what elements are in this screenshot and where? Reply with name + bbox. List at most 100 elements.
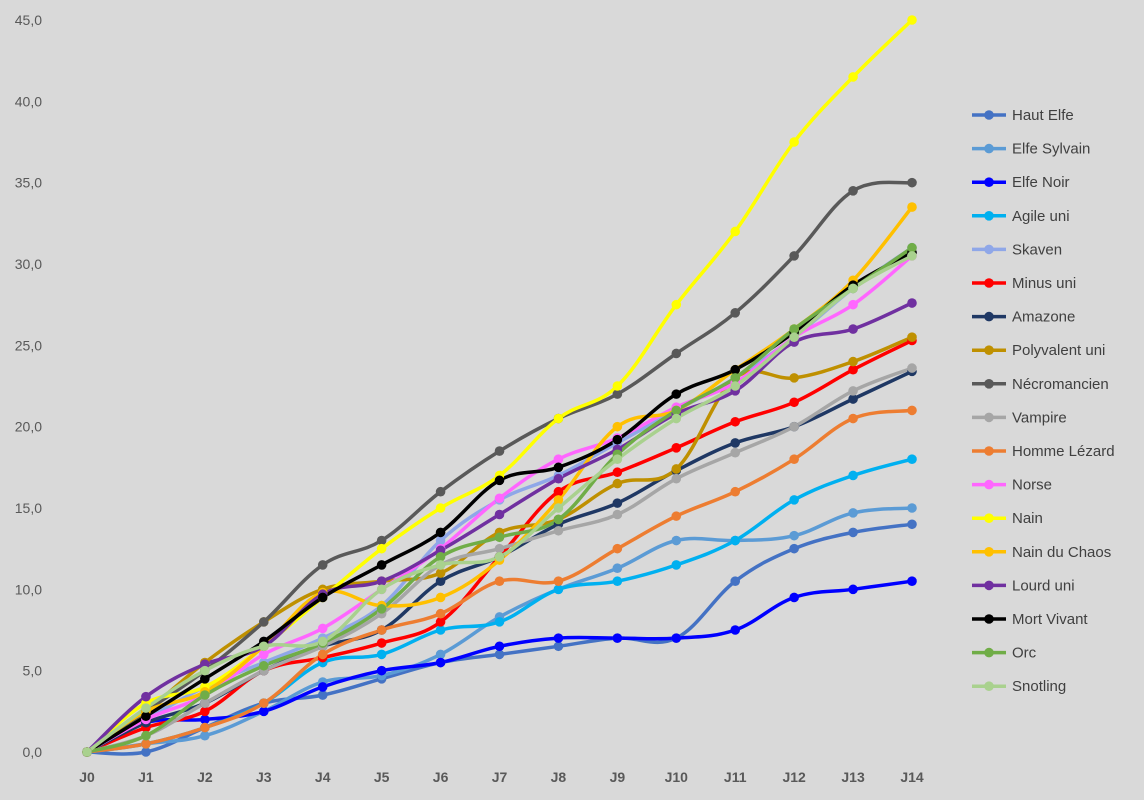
legend-label: Elfe Noir (1012, 174, 1070, 191)
legend-marker (984, 614, 994, 624)
series-points (82, 15, 917, 757)
data-point (435, 568, 446, 578)
data-point (671, 473, 682, 484)
y-tick-label: 15,0 (15, 500, 42, 516)
data-point (200, 730, 210, 741)
data-point (907, 202, 917, 212)
data-point (553, 462, 564, 473)
data-point (435, 503, 446, 513)
data-point (848, 299, 858, 310)
legend-label: Vampire (1012, 409, 1067, 426)
data-point (553, 633, 564, 643)
data-point (671, 443, 682, 453)
x-tick-label: J2 (197, 769, 213, 785)
legend-item: Homme Lézard (972, 443, 1115, 460)
data-point (200, 690, 210, 700)
data-point (730, 486, 741, 497)
data-point (200, 722, 210, 733)
series-line-nain (85, 18, 914, 754)
data-point (848, 394, 858, 404)
data-point (435, 592, 446, 603)
data-point (553, 486, 564, 497)
data-point (612, 389, 623, 399)
data-point (553, 413, 564, 424)
legend-marker (984, 412, 994, 423)
data-point (435, 486, 446, 497)
data-point (612, 633, 623, 643)
legend-item: Skaven (972, 241, 1062, 258)
data-point (907, 332, 917, 343)
data-point (258, 641, 269, 652)
legend-marker (984, 379, 994, 389)
legend-marker (984, 311, 994, 322)
data-point (730, 535, 741, 546)
data-point (730, 373, 741, 383)
data-point (317, 682, 328, 692)
x-tick-label: J1 (138, 769, 154, 785)
data-point (789, 397, 799, 408)
data-point (435, 535, 446, 546)
legend: Haut Elfe Elfe Sylvain Elfe Noir Agile uni S… (972, 107, 1115, 695)
data-point (907, 298, 917, 308)
data-point (376, 638, 387, 648)
data-point (376, 543, 387, 554)
data-point (141, 747, 151, 757)
series-points-snotling (82, 251, 917, 757)
data-point (258, 698, 269, 708)
legend-item: Elfe Sylvain (972, 141, 1090, 158)
data-point (376, 560, 387, 570)
y-tick-label: 5,0 (23, 663, 43, 679)
data-point (730, 416, 741, 427)
data-point (376, 584, 387, 595)
data-point (612, 563, 623, 573)
data-point (376, 535, 387, 546)
data-point (494, 446, 505, 456)
data-point (730, 308, 741, 318)
data-point (435, 657, 446, 668)
legend-item: Nécromancien (972, 376, 1109, 393)
data-point (435, 649, 446, 660)
data-point (848, 508, 858, 518)
data-point (612, 381, 623, 391)
y-tick-label: 0,0 (23, 744, 43, 760)
data-point (494, 509, 505, 520)
data-point (789, 592, 799, 603)
x-axis-ticks: J0 J1 J2 J3 J4 J5 J6 J7 J8 J9 J10 J11 J12 J13 J14 (79, 769, 924, 785)
legend-marker (984, 143, 994, 154)
legend-label: Minus uni (1012, 275, 1076, 292)
legend-item: Nain (972, 510, 1043, 527)
data-point (494, 532, 505, 543)
legend-item: Orc (972, 645, 1037, 662)
legend-item: Haut Elfe (972, 107, 1074, 124)
data-point (553, 641, 564, 652)
data-point (789, 421, 799, 432)
data-point (789, 543, 799, 554)
data-point (317, 560, 328, 570)
data-point (200, 714, 210, 725)
data-point (435, 552, 446, 562)
data-point (494, 641, 505, 652)
y-tick-label: 20,0 (15, 419, 42, 435)
data-point (200, 698, 210, 708)
legend-item: Lourd uni (972, 577, 1075, 594)
data-point (494, 475, 505, 486)
data-point (730, 364, 741, 375)
legend-item: Snotling (972, 678, 1066, 695)
x-tick-label: J3 (256, 769, 272, 785)
data-point (848, 72, 858, 82)
data-point (612, 498, 623, 508)
x-tick-label: J12 (782, 769, 806, 785)
data-point (200, 674, 210, 684)
data-point (494, 493, 505, 504)
data-point (258, 706, 269, 717)
legend-marker (984, 278, 994, 288)
data-point (612, 454, 623, 465)
series-points-homme-lezard (82, 405, 917, 757)
legend-label: Nécromancien (1012, 376, 1109, 393)
data-point (553, 473, 564, 484)
data-point (141, 739, 151, 749)
data-point (848, 364, 858, 375)
data-point (789, 332, 799, 343)
x-tick-label: J14 (900, 769, 924, 785)
